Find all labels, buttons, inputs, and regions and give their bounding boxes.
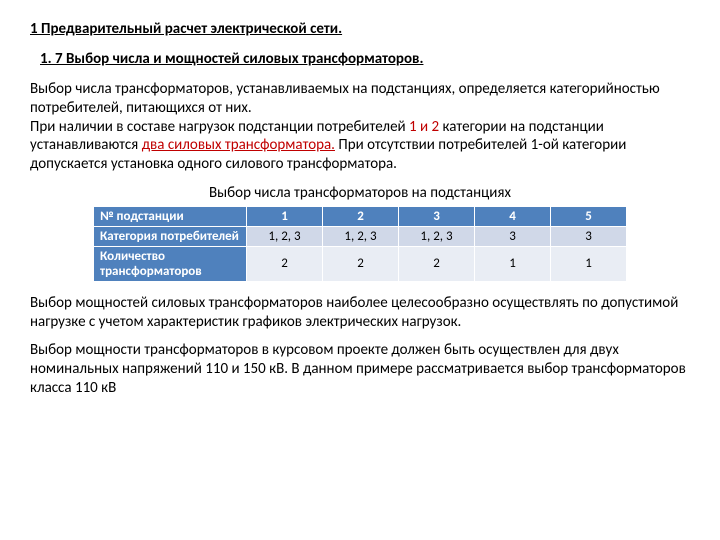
colhead-0: 1 bbox=[247, 206, 323, 226]
table-caption: Выбор числа трансформаторов на подстанци… bbox=[30, 184, 690, 202]
heading-1: 1 Предварительный расчет электрической с… bbox=[30, 20, 690, 38]
rowhead-2: Количество трансформаторов bbox=[94, 246, 247, 281]
para1-a: Выбор числа трансформаторов, устанавлива… bbox=[30, 80, 660, 117]
colhead-3: 4 bbox=[475, 206, 551, 226]
cell: 1 bbox=[475, 246, 551, 281]
para1-red-1: 1 и 2 bbox=[409, 118, 439, 136]
cell: 1, 2, 3 bbox=[247, 226, 323, 246]
cell: 3 bbox=[551, 226, 627, 246]
table-header-row: № подстанции 1 2 3 4 5 bbox=[94, 206, 627, 226]
cell: 1 bbox=[551, 246, 627, 281]
heading-2: 1. 7 Выбор числа и мощностей силовых тра… bbox=[40, 50, 690, 68]
rowhead-0: № подстанции bbox=[94, 206, 247, 226]
cell: 2 bbox=[399, 246, 475, 281]
cell: 2 bbox=[323, 246, 399, 281]
colhead-1: 2 bbox=[323, 206, 399, 226]
cell: 1, 2, 3 bbox=[399, 226, 475, 246]
paragraph-1: Выбор числа трансформаторов, устанавлива… bbox=[30, 80, 690, 174]
colhead-2: 3 bbox=[399, 206, 475, 226]
table-row-count: Количество трансформаторов 2 2 2 1 1 bbox=[94, 246, 627, 281]
para1-red-2: два силовых трансформатора. bbox=[142, 136, 335, 154]
colhead-4: 5 bbox=[551, 206, 627, 226]
cell: 1, 2, 3 bbox=[323, 226, 399, 246]
table-row-category: Категория потребителей 1, 2, 3 1, 2, 3 1… bbox=[94, 226, 627, 246]
cell: 2 bbox=[247, 246, 323, 281]
para1-b-pre: При наличии в составе нагрузок подстанци… bbox=[30, 118, 409, 136]
rowhead-1: Категория потребителей bbox=[94, 226, 247, 246]
transformer-table: № подстанции 1 2 3 4 5 Категория потреби… bbox=[93, 206, 627, 282]
cell: 3 bbox=[475, 226, 551, 246]
paragraph-3: Выбор мощности трансформаторов в курсово… bbox=[30, 341, 690, 397]
paragraph-2: Выбор мощностей силовых трансформаторов … bbox=[30, 294, 690, 332]
